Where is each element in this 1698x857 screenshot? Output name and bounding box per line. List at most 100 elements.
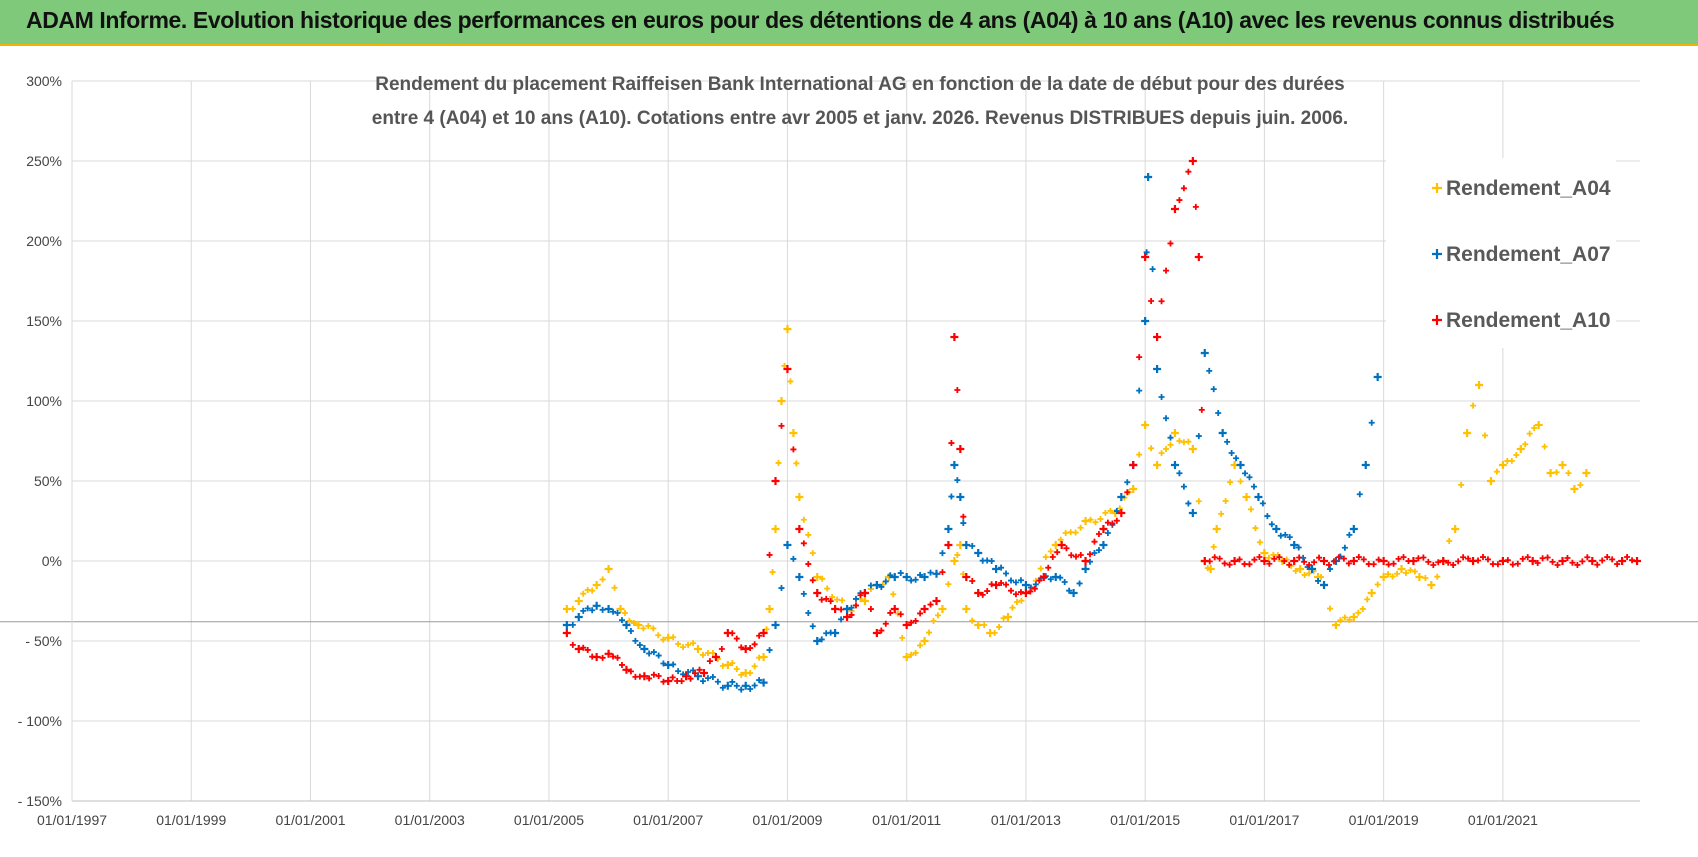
- data-point: [1272, 525, 1281, 533]
- data-point: [1455, 558, 1462, 565]
- data-point: [741, 681, 750, 690]
- data-point: [669, 674, 676, 681]
- data-point: [908, 651, 915, 658]
- data-point: [996, 624, 1003, 631]
- data-point: [664, 677, 673, 685]
- data-point: [1355, 554, 1362, 561]
- data-point: [1546, 469, 1555, 477]
- data-point: [604, 649, 613, 658]
- data-point: [1206, 558, 1213, 565]
- data-point: [1254, 493, 1263, 501]
- data-point: [853, 595, 859, 602]
- data-point: [813, 573, 822, 581]
- data-point: [580, 607, 587, 614]
- data-point: [626, 617, 633, 624]
- data-point: [1163, 446, 1170, 453]
- data-point: [569, 641, 576, 648]
- data-point: [694, 645, 703, 653]
- data-point: [1107, 507, 1114, 514]
- data-point: [1210, 386, 1217, 393]
- data-point: [1286, 561, 1293, 568]
- data-point: [1268, 521, 1275, 528]
- data-point: [1081, 565, 1090, 573]
- data-point: [621, 610, 628, 617]
- data-point: [882, 620, 889, 627]
- data-point: [1498, 461, 1507, 469]
- data-point: [729, 660, 736, 667]
- data-point: [1211, 554, 1218, 561]
- data-point: [610, 653, 617, 660]
- data-point: [1099, 541, 1108, 549]
- data-point: [1411, 568, 1418, 575]
- data-point: [1295, 544, 1302, 551]
- data-point: [1136, 354, 1143, 361]
- data-point: [1541, 443, 1548, 450]
- data-point: [920, 605, 929, 613]
- data-point: [1301, 558, 1308, 565]
- data-point: [562, 605, 571, 613]
- data-point: [1493, 468, 1500, 475]
- legend-marker: [1432, 249, 1442, 259]
- data-point: [1091, 538, 1098, 545]
- x-axis-ticks: 01/01/1997 01/01/1999 01/01/2001 01/01/2003…: [37, 812, 1538, 828]
- data-point: [1076, 580, 1083, 587]
- data-point: [890, 591, 897, 598]
- data-point: [1320, 581, 1329, 589]
- data-point: [917, 610, 924, 617]
- data-point: [839, 597, 846, 604]
- data-point: [809, 577, 816, 584]
- data-point: [1188, 445, 1197, 453]
- data-point: [944, 525, 953, 533]
- data-point: [1463, 429, 1472, 437]
- data-point: [733, 635, 740, 642]
- data-point: [1188, 157, 1197, 165]
- data-point: [1373, 373, 1382, 381]
- data-point: [813, 589, 822, 597]
- data-point: [1021, 589, 1030, 597]
- legend-marker: [1432, 315, 1442, 325]
- data-point: [939, 569, 946, 576]
- data-point: [759, 653, 768, 661]
- data-point: [926, 629, 933, 636]
- series-Rendement_A07: [562, 173, 1382, 693]
- y-tick-label: 50%: [34, 473, 62, 489]
- data-point: [1136, 451, 1143, 458]
- data-point: [843, 605, 852, 613]
- data-point: [1331, 621, 1340, 629]
- data-point: [1584, 554, 1591, 561]
- data-point: [1008, 587, 1015, 594]
- data-point: [580, 644, 587, 651]
- data-point: [1434, 573, 1441, 580]
- data-point: [632, 637, 639, 644]
- data-point: [1216, 555, 1223, 562]
- data-point: [1582, 469, 1591, 477]
- data-point: [1534, 421, 1543, 429]
- data-point: [991, 629, 998, 636]
- data-point: [1604, 554, 1611, 561]
- data-point: [769, 569, 776, 576]
- data-point: [719, 684, 726, 691]
- data-point: [969, 542, 976, 549]
- data-point: [1167, 240, 1174, 247]
- data-point: [630, 620, 637, 627]
- data-point: [1141, 317, 1150, 325]
- data-point: [1599, 557, 1606, 564]
- data-point: [872, 581, 881, 589]
- data-point: [690, 640, 697, 647]
- data-point: [704, 675, 711, 682]
- data-point: [1341, 544, 1348, 551]
- data-point: [1230, 557, 1239, 565]
- data-point: [1226, 561, 1233, 568]
- data-point: [1194, 253, 1203, 261]
- y-tick-label: 150%: [26, 313, 62, 329]
- data-point: [1117, 493, 1126, 501]
- data-point: [1446, 538, 1453, 545]
- data-point: [902, 573, 911, 581]
- data-point: [1264, 513, 1271, 520]
- data-point: [1594, 561, 1601, 568]
- data-point: [934, 612, 941, 619]
- data-point: [1364, 596, 1371, 603]
- data-point: [759, 678, 768, 687]
- data-point: [599, 576, 606, 583]
- data-point: [1415, 573, 1424, 581]
